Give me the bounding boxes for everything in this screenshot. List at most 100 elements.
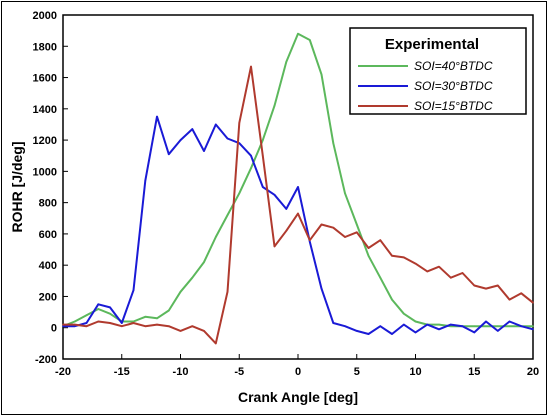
series-1-point bbox=[332, 142, 335, 145]
series-2-point bbox=[414, 331, 417, 334]
series-1-point bbox=[156, 317, 158, 320]
series-3-point bbox=[285, 229, 288, 232]
series-2-legend-label: SOI=30°BTDC bbox=[414, 79, 493, 93]
series-2-point bbox=[85, 322, 88, 324]
series-3-point bbox=[414, 262, 417, 265]
axis-ticks: -20 -15 -10 -5 0 5 10 15 20 -200 0 200 400 600 800 1000… bbox=[33, 10, 540, 378]
series-2-point bbox=[261, 186, 264, 188]
series-3-point bbox=[508, 298, 511, 301]
series-3-point bbox=[520, 292, 523, 295]
series-3-point bbox=[355, 231, 358, 234]
series-2-point bbox=[332, 322, 335, 324]
series-1-point bbox=[379, 276, 382, 279]
series-3-point bbox=[485, 287, 487, 290]
y-tick-label: 1000 bbox=[33, 166, 57, 178]
series-3-point bbox=[120, 325, 123, 327]
series-2-point bbox=[485, 320, 487, 323]
series-3-point bbox=[250, 65, 252, 68]
series-2-point bbox=[461, 325, 464, 327]
x-tick-label: -15 bbox=[114, 366, 130, 378]
series-3-point bbox=[85, 325, 88, 327]
series-1-point bbox=[438, 323, 440, 326]
series-2-point bbox=[402, 323, 405, 326]
series-3-point bbox=[238, 122, 241, 124]
series-1-point bbox=[320, 73, 323, 76]
series-3-point bbox=[344, 236, 346, 238]
y-tick-label: 400 bbox=[39, 260, 57, 272]
series-1-point bbox=[344, 192, 346, 195]
series-3-point bbox=[156, 323, 158, 326]
series-1-point bbox=[414, 320, 417, 323]
y-tick-label: 2000 bbox=[33, 10, 57, 22]
series-1-point bbox=[250, 167, 252, 170]
series-1-point bbox=[238, 192, 241, 195]
x-tick-label: -5 bbox=[234, 366, 244, 378]
series-2-point bbox=[109, 306, 111, 309]
series-3-point bbox=[73, 323, 76, 326]
series-3-point bbox=[167, 325, 170, 327]
x-tick-label: -10 bbox=[173, 366, 189, 378]
series-1-point bbox=[144, 315, 147, 318]
series-2-point bbox=[97, 303, 100, 306]
y-tick-label: 200 bbox=[39, 291, 57, 303]
series-3-point bbox=[214, 342, 217, 345]
series-1-point bbox=[97, 308, 100, 310]
series-3-point bbox=[367, 247, 370, 249]
series-2-point bbox=[532, 328, 534, 331]
series-2-point bbox=[120, 322, 123, 324]
series-2-point bbox=[73, 325, 76, 327]
legend: Experimental SOI=40°BTDC SOI=30°BTDC SOI=1… bbox=[349, 27, 527, 115]
y-tick-label: -200 bbox=[35, 354, 57, 366]
series-3-point bbox=[379, 239, 382, 241]
series-1-point bbox=[109, 312, 111, 315]
series-3-point bbox=[273, 245, 276, 248]
series-3-point bbox=[449, 276, 452, 279]
series-3-point bbox=[402, 256, 405, 259]
series-2-point bbox=[438, 328, 440, 331]
series-3-point bbox=[320, 223, 323, 226]
series-2-point bbox=[297, 186, 299, 188]
series-1-point bbox=[402, 312, 405, 315]
series-2-point bbox=[308, 240, 311, 243]
series-2-point bbox=[214, 123, 217, 126]
series-1-point bbox=[297, 32, 299, 35]
series-1-legend-label: SOI=40°BTDC bbox=[414, 59, 493, 73]
x-tick-label: 0 bbox=[295, 366, 301, 378]
x-axis-label: Crank Angle [deg] bbox=[238, 389, 358, 405]
series-1-point bbox=[532, 325, 534, 327]
series-3-point bbox=[203, 330, 205, 332]
series-2-point bbox=[379, 325, 382, 327]
series-1-point bbox=[308, 39, 311, 41]
series-2-point bbox=[496, 330, 499, 332]
series-2-point bbox=[508, 320, 511, 323]
series-3-point bbox=[426, 270, 429, 273]
series-3-point bbox=[532, 301, 534, 304]
series-2-point bbox=[367, 333, 370, 335]
y-tick-label: 600 bbox=[39, 229, 57, 241]
y-axis-label: ROHR [J/deg] bbox=[9, 142, 25, 233]
series-1-point bbox=[473, 325, 476, 327]
series-2-point bbox=[273, 194, 276, 196]
series-1-point bbox=[285, 61, 288, 63]
series-1-point bbox=[355, 223, 358, 226]
x-tick-label: 10 bbox=[409, 366, 421, 378]
series-2-point bbox=[473, 331, 476, 334]
series-1-point bbox=[226, 214, 229, 216]
legend-items: SOI=40°BTDC SOI=30°BTDC SOI=15°BTDC bbox=[358, 59, 493, 113]
y-tick-label: 1800 bbox=[33, 41, 57, 53]
series-3-legend-label: SOI=15°BTDC bbox=[414, 99, 493, 113]
series-2-point bbox=[132, 289, 135, 292]
series-3-point bbox=[391, 255, 393, 257]
series-2-point bbox=[520, 325, 523, 327]
series-3-point bbox=[332, 226, 335, 229]
series-1-point bbox=[179, 290, 182, 293]
series-1-point bbox=[191, 276, 194, 279]
series-2-point bbox=[179, 139, 182, 141]
series-3-point bbox=[473, 284, 476, 287]
series-2-point bbox=[226, 137, 229, 140]
series-2-point bbox=[144, 179, 147, 182]
series-1-point bbox=[132, 320, 135, 323]
x-tick-label: 15 bbox=[468, 366, 480, 378]
series-2-point bbox=[355, 330, 358, 332]
